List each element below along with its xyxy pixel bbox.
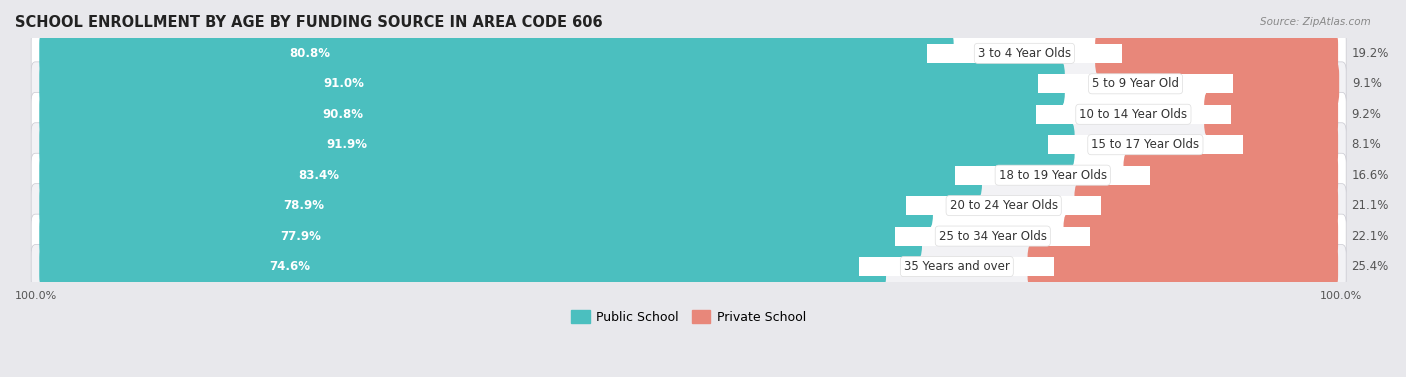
- FancyBboxPatch shape: [1074, 181, 1339, 230]
- Text: SCHOOL ENROLLMENT BY AGE BY FUNDING SOURCE IN AREA CODE 606: SCHOOL ENROLLMENT BY AGE BY FUNDING SOUR…: [15, 15, 603, 30]
- Text: 9.1%: 9.1%: [1353, 77, 1382, 90]
- Text: 78.9%: 78.9%: [284, 199, 325, 212]
- Bar: [1038, 74, 1233, 93]
- FancyBboxPatch shape: [31, 31, 1346, 75]
- Text: 25.4%: 25.4%: [1351, 260, 1389, 273]
- FancyBboxPatch shape: [1063, 211, 1339, 261]
- FancyBboxPatch shape: [1216, 120, 1339, 169]
- Legend: Public School, Private School: Public School, Private School: [567, 305, 811, 329]
- FancyBboxPatch shape: [1028, 242, 1339, 291]
- Text: 21.1%: 21.1%: [1351, 199, 1389, 212]
- FancyBboxPatch shape: [31, 92, 1346, 136]
- Text: 35 Years and over: 35 Years and over: [904, 260, 1010, 273]
- FancyBboxPatch shape: [39, 120, 1074, 169]
- FancyBboxPatch shape: [31, 245, 1346, 288]
- Text: 91.0%: 91.0%: [323, 77, 364, 90]
- Text: 5 to 9 Year Old: 5 to 9 Year Old: [1092, 77, 1180, 90]
- FancyBboxPatch shape: [31, 123, 1346, 167]
- FancyBboxPatch shape: [39, 181, 934, 230]
- FancyBboxPatch shape: [39, 150, 981, 200]
- Text: 83.4%: 83.4%: [298, 169, 339, 182]
- FancyBboxPatch shape: [39, 211, 922, 261]
- Text: 90.8%: 90.8%: [322, 108, 363, 121]
- Text: 74.6%: 74.6%: [270, 260, 311, 273]
- FancyBboxPatch shape: [31, 214, 1346, 258]
- FancyBboxPatch shape: [31, 153, 1346, 197]
- Text: 3 to 4 Year Olds: 3 to 4 Year Olds: [977, 47, 1071, 60]
- FancyBboxPatch shape: [31, 62, 1346, 106]
- Text: 18 to 19 Year Olds: 18 to 19 Year Olds: [998, 169, 1107, 182]
- Text: 91.9%: 91.9%: [326, 138, 367, 151]
- Text: 80.8%: 80.8%: [290, 47, 330, 60]
- Bar: [905, 196, 1101, 215]
- FancyBboxPatch shape: [39, 242, 886, 291]
- Bar: [1047, 135, 1243, 154]
- Text: 25 to 34 Year Olds: 25 to 34 Year Olds: [939, 230, 1047, 242]
- Text: 100.0%: 100.0%: [1320, 291, 1362, 301]
- Text: 15 to 17 Year Olds: 15 to 17 Year Olds: [1091, 138, 1199, 151]
- Bar: [1036, 105, 1232, 124]
- Text: 22.1%: 22.1%: [1351, 230, 1389, 242]
- FancyBboxPatch shape: [1204, 90, 1339, 139]
- Text: 100.0%: 100.0%: [15, 291, 58, 301]
- Bar: [859, 257, 1054, 276]
- Text: 9.2%: 9.2%: [1351, 108, 1382, 121]
- FancyBboxPatch shape: [39, 29, 953, 78]
- Text: 10 to 14 Year Olds: 10 to 14 Year Olds: [1080, 108, 1188, 121]
- Text: 16.6%: 16.6%: [1351, 169, 1389, 182]
- FancyBboxPatch shape: [1123, 150, 1339, 200]
- Text: 77.9%: 77.9%: [280, 230, 321, 242]
- Text: Source: ZipAtlas.com: Source: ZipAtlas.com: [1260, 17, 1371, 27]
- Bar: [955, 166, 1150, 185]
- FancyBboxPatch shape: [39, 59, 1064, 109]
- FancyBboxPatch shape: [1206, 59, 1339, 109]
- FancyBboxPatch shape: [31, 184, 1346, 228]
- FancyBboxPatch shape: [1095, 29, 1339, 78]
- Text: 19.2%: 19.2%: [1351, 47, 1389, 60]
- Text: 8.1%: 8.1%: [1351, 138, 1381, 151]
- FancyBboxPatch shape: [39, 90, 1063, 139]
- Bar: [927, 44, 1122, 63]
- Text: 20 to 24 Year Olds: 20 to 24 Year Olds: [949, 199, 1057, 212]
- Bar: [896, 227, 1091, 245]
